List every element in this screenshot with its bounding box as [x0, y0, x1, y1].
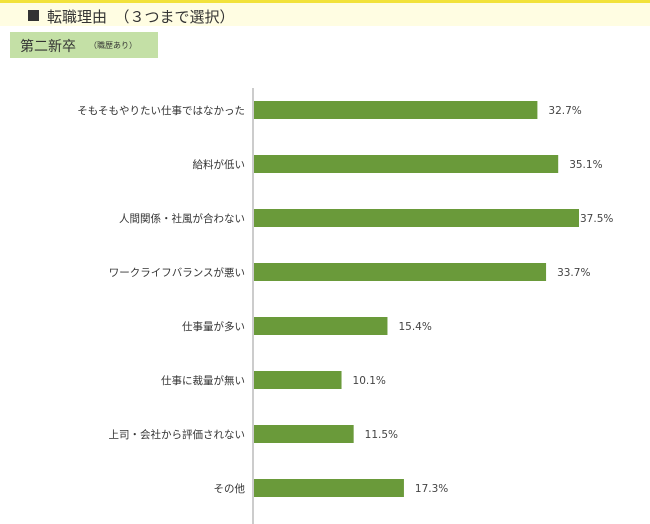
- header-title: 転職理由 （３つまで選択）: [28, 6, 235, 27]
- category-label: 仕事に裁量が無い: [161, 374, 245, 387]
- bar: [254, 155, 559, 173]
- category-label: ワークライフバランスが悪い: [109, 266, 245, 279]
- value-label: 11.5%: [365, 429, 398, 441]
- value-label: 15.4%: [398, 321, 431, 333]
- segment-tag: 第二新卒 （職歴あり）: [10, 32, 158, 58]
- square-bullet-icon: [28, 10, 39, 21]
- category-label: その他: [214, 482, 246, 495]
- bar: [254, 479, 404, 497]
- bar: [254, 263, 547, 281]
- bar: [254, 209, 579, 227]
- category-label: 人間関係・社風が合わない: [119, 212, 245, 225]
- segment-tag-label: 第二新卒: [20, 39, 76, 55]
- value-label: 37.5%: [580, 213, 613, 225]
- bar: [254, 317, 388, 335]
- value-label: 17.3%: [415, 483, 448, 495]
- bar: [254, 101, 538, 119]
- value-label: 10.1%: [353, 375, 386, 387]
- category-label: 上司・会社から評価されない: [109, 428, 246, 441]
- segment-tag-sublabel: （職歴あり）: [89, 41, 137, 50]
- value-label: 35.1%: [569, 159, 602, 171]
- category-label: 給料が低い: [193, 158, 246, 171]
- category-label: 仕事量が多い: [182, 320, 245, 333]
- value-label: 32.7%: [548, 105, 581, 117]
- header-title-text: 転職理由 （３つまで選択）: [47, 8, 235, 26]
- bar: [254, 425, 354, 443]
- category-label: そもそもやりたい仕事ではなかった: [77, 104, 245, 117]
- bar: [254, 371, 342, 389]
- header-bar: 転職理由 （３つまで選択）: [0, 0, 650, 26]
- value-label: 33.7%: [557, 267, 590, 279]
